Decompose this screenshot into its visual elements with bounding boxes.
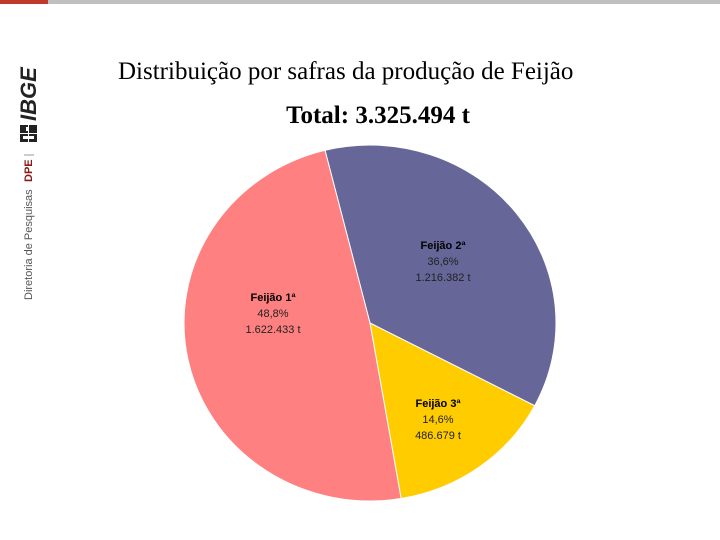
top-border [0, 0, 720, 4]
chart-subtitle: Total: 3.325.494 t [286, 102, 470, 129]
ibge-brand-strip: Diretoria de Pesquisas DPE IBGE [8, 30, 44, 310]
slice-label-feijao-3: Feijão 3ª 14,6% 486.679 t [396, 396, 480, 444]
ibge-logo-text: IBGE [16, 66, 41, 121]
slice-value: 1.622.433 t [245, 324, 301, 336]
slice-percent: 36,6% [427, 256, 459, 268]
pie-slices [183, 144, 557, 502]
pie-slice-feij-o-1 [183, 149, 402, 502]
brand-department-short-text: DPE [23, 159, 35, 182]
slice-value: 1.216.382 t [415, 272, 471, 284]
slice-percent: 48,8% [257, 308, 289, 320]
pie-slice-feij-o-3 [369, 322, 536, 500]
chart-title: Distribuição por safras da produção de F… [118, 58, 574, 85]
slice-label-feijao-2: Feijão 2ª 36,6% 1.216.382 t [398, 238, 488, 286]
pie-slice-feij-o-2 [324, 144, 557, 407]
ibge-symbol-icon [20, 125, 37, 142]
slice-name: Feijão 3ª [415, 398, 461, 410]
ibge-logo: Diretoria de Pesquisas DPE IBGE [16, 66, 41, 300]
slice-percent: 14,6% [422, 414, 454, 426]
slice-name: Feijão 1ª [250, 292, 296, 304]
slice-value: 486.679 t [415, 430, 461, 442]
brand-department-text: Diretoria de Pesquisas [23, 189, 35, 300]
slice-name: Feijão 2ª [420, 240, 466, 252]
slice-label-feijao-1: Feijão 1ª 48,8% 1.622.433 t [229, 290, 317, 338]
top-accent-bar [0, 0, 48, 4]
